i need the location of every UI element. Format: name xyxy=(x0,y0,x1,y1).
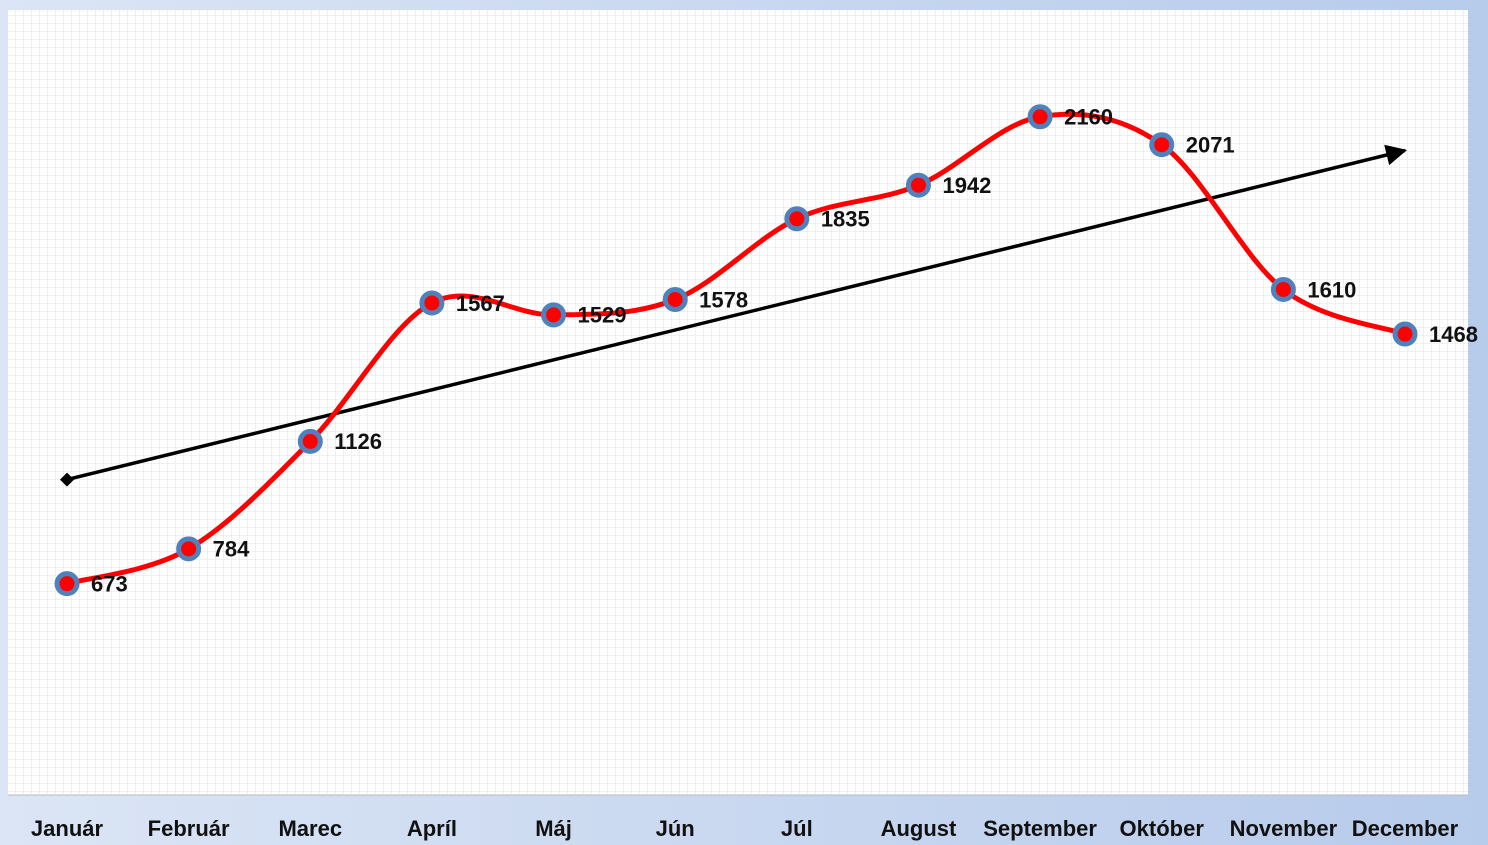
marker xyxy=(297,428,323,454)
marker xyxy=(905,172,931,198)
data-label: 1578 xyxy=(699,287,748,312)
x-tick-label: August xyxy=(881,816,957,841)
data-label: 1610 xyxy=(1307,277,1356,302)
x-tick-label: Január xyxy=(31,816,104,841)
data-label: 2071 xyxy=(1186,133,1235,158)
data-label: 2160 xyxy=(1064,105,1113,130)
data-label: 1942 xyxy=(942,173,991,198)
plot: Január Február Marec Apríl Máj Jún Júl August Se… xyxy=(8,10,1478,841)
data-label: 1126 xyxy=(334,429,382,454)
data-label: 784 xyxy=(213,537,250,562)
grid xyxy=(8,10,1468,795)
data-label: 1835 xyxy=(821,207,870,232)
x-tick-label: Máj xyxy=(535,816,572,841)
x-tick-label: November xyxy=(1230,816,1338,841)
x-tick-label: December xyxy=(1352,816,1459,841)
marker xyxy=(1270,276,1296,302)
line xyxy=(66,111,1406,587)
marker xyxy=(176,536,202,562)
x-tick-label: Jún xyxy=(656,816,695,841)
data-label: 1468 xyxy=(1429,322,1478,347)
marker xyxy=(54,571,80,597)
x-tick-label: Október xyxy=(1120,816,1205,841)
marker xyxy=(784,206,810,232)
x-tick-label: Február xyxy=(148,816,230,841)
marker xyxy=(1392,321,1418,347)
marker xyxy=(662,287,688,313)
marker xyxy=(1149,132,1175,158)
marker xyxy=(541,302,567,328)
trendline xyxy=(60,144,1408,487)
x-tick-label: Apríl xyxy=(407,816,457,841)
x-tick-label: Júl xyxy=(781,816,813,841)
marker xyxy=(419,290,445,316)
x-tick-label: Marec xyxy=(278,816,342,841)
data-label: 1567 xyxy=(456,291,505,316)
marker xyxy=(1027,104,1053,130)
x-tick-label: September xyxy=(983,816,1097,841)
data-label: 673 xyxy=(91,571,128,596)
data-label: 1529 xyxy=(578,303,627,328)
